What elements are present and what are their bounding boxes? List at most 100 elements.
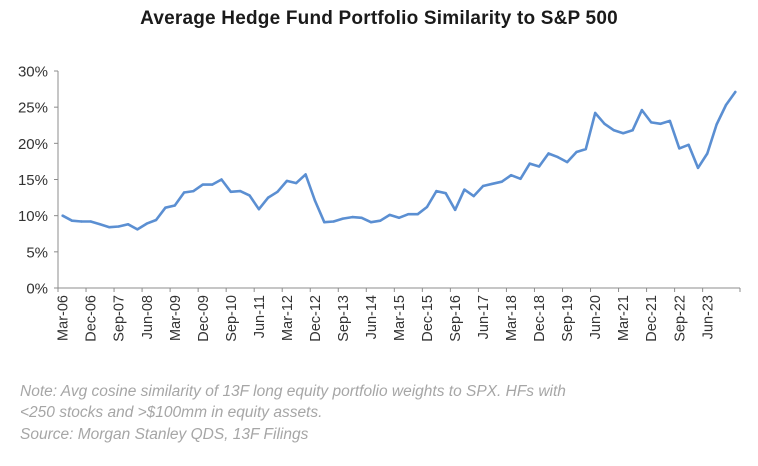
data-point	[668, 119, 672, 123]
x-tick-label: Dec-12	[308, 295, 324, 342]
data-point	[696, 166, 700, 170]
data-point	[154, 218, 158, 222]
chart-title: Average Hedge Fund Portfolio Similarity …	[140, 8, 618, 29]
data-point	[706, 152, 709, 155]
x-tick-label: Sep-07	[112, 295, 128, 342]
data-point	[80, 220, 83, 223]
data-point	[435, 189, 438, 193]
data-point	[360, 216, 363, 219]
data-point	[453, 208, 457, 212]
data-point	[61, 214, 64, 217]
x-tick-label: Mar-09	[168, 295, 184, 341]
data-point	[211, 183, 214, 186]
x-tick-label: Jun-11	[252, 295, 268, 338]
series-layer	[61, 90, 737, 231]
data-point	[566, 160, 569, 164]
x-tick-label: Dec-09	[196, 295, 212, 342]
x-tick-label: Jun-17	[476, 295, 492, 339]
data-point	[416, 213, 419, 216]
data-point	[612, 129, 616, 132]
y-tick-label: 20%	[18, 136, 48, 153]
data-point	[519, 177, 522, 180]
data-point	[257, 208, 261, 211]
x-tick-label: Jun-08	[140, 295, 156, 339]
data-point	[500, 180, 503, 183]
data-point	[117, 225, 120, 228]
data-point	[397, 216, 401, 219]
data-point	[351, 215, 354, 219]
data-point	[276, 190, 279, 193]
data-point	[173, 204, 176, 207]
data-point	[463, 188, 466, 191]
line-chart: 0% 5% 10% 15% 20% 25% 30% Mar-06 Dec-06 Sep-07 Ju…	[18, 64, 741, 342]
data-point	[509, 174, 513, 177]
data-point	[379, 219, 382, 222]
footnote-line-1: Note: Avg cosine similarity of 13F long …	[20, 383, 566, 400]
data-point	[145, 222, 148, 225]
x-tick-label: Mar-15	[392, 295, 408, 341]
x-tick-label: Sep-22	[672, 295, 688, 342]
x-tick-label: Dec-06	[84, 295, 100, 342]
data-point	[528, 162, 531, 165]
data-point	[481, 184, 485, 188]
data-point	[491, 182, 494, 185]
data-point	[640, 108, 644, 112]
data-point	[734, 90, 737, 94]
data-point	[622, 132, 625, 135]
data-point	[584, 147, 587, 151]
data-point	[407, 213, 410, 216]
y-tick-label: 25%	[18, 100, 48, 117]
data-point	[715, 123, 718, 126]
x-tick-label: Sep-16	[448, 295, 464, 342]
x-tick-label: Sep-13	[336, 295, 352, 342]
data-point	[547, 152, 550, 155]
x-tick-label: Dec-18	[532, 295, 548, 342]
y-tick-label: 30%	[18, 64, 48, 81]
x-tick-label: Mar-06	[56, 295, 72, 341]
x-tick-label: Dec-15	[420, 295, 436, 342]
data-point	[678, 147, 681, 150]
data-point	[425, 205, 429, 209]
data-point	[537, 165, 541, 168]
data-point	[650, 121, 653, 124]
x-tick-label: Dec-21	[644, 295, 660, 342]
x-tick-label: Mar-21	[616, 295, 632, 341]
data-point	[444, 192, 447, 195]
x-tick-label: Jun-14	[364, 295, 380, 339]
x-tick-label: Jun-23	[700, 295, 716, 339]
data-point	[248, 194, 251, 197]
data-point	[201, 183, 204, 186]
data-point	[388, 213, 391, 217]
x-tick-label: Sep-19	[560, 295, 576, 342]
y-tick-label: 15%	[18, 172, 48, 189]
data-point	[369, 221, 373, 224]
data-point	[603, 122, 606, 126]
data-point	[631, 129, 634, 132]
x-axis: Mar-06 Dec-06 Sep-07 Jun-08 Mar-09 Dec-09 Sep-…	[56, 287, 741, 342]
data-point	[70, 219, 74, 222]
data-point	[164, 206, 167, 209]
y-tick-label: 5%	[26, 244, 48, 261]
data-point	[239, 189, 242, 193]
data-point	[229, 190, 232, 193]
x-tick-label: Mar-18	[504, 295, 520, 341]
series-line	[61, 90, 737, 231]
y-tick-label: 0%	[26, 281, 48, 298]
data-point	[341, 217, 345, 220]
data-point	[724, 103, 728, 107]
data-point	[687, 143, 690, 146]
x-tick-label: Sep-10	[224, 295, 240, 342]
y-axis: 0% 5% 10% 15% 20% 25% 30%	[18, 64, 59, 298]
data-point	[285, 179, 289, 183]
data-point	[659, 122, 662, 126]
footnote-line-2: <250 stocks and >$100mm in equity assets…	[20, 404, 323, 421]
data-point	[136, 228, 139, 231]
y-tick-label: 10%	[18, 208, 48, 225]
data-point	[192, 189, 195, 193]
data-point	[108, 226, 111, 229]
data-point	[556, 155, 559, 159]
data-point	[126, 223, 130, 226]
x-tick-label: Jun-20	[588, 295, 604, 339]
data-point	[472, 194, 475, 198]
x-tick-label: Mar-12	[280, 295, 296, 341]
